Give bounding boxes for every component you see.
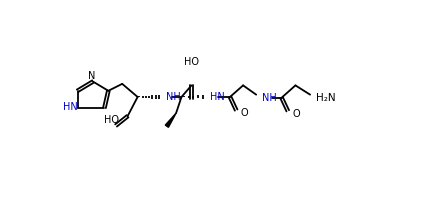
Text: HO: HO xyxy=(104,115,119,125)
Text: N: N xyxy=(87,71,95,81)
Text: HN: HN xyxy=(63,102,78,112)
Text: HN: HN xyxy=(210,92,224,102)
Text: H₂N: H₂N xyxy=(316,93,335,103)
Text: O: O xyxy=(240,108,248,118)
Polygon shape xyxy=(165,113,176,127)
Text: NH: NH xyxy=(262,93,276,103)
Text: O: O xyxy=(292,109,299,119)
Text: HO: HO xyxy=(184,57,199,67)
Text: NH: NH xyxy=(166,92,181,102)
